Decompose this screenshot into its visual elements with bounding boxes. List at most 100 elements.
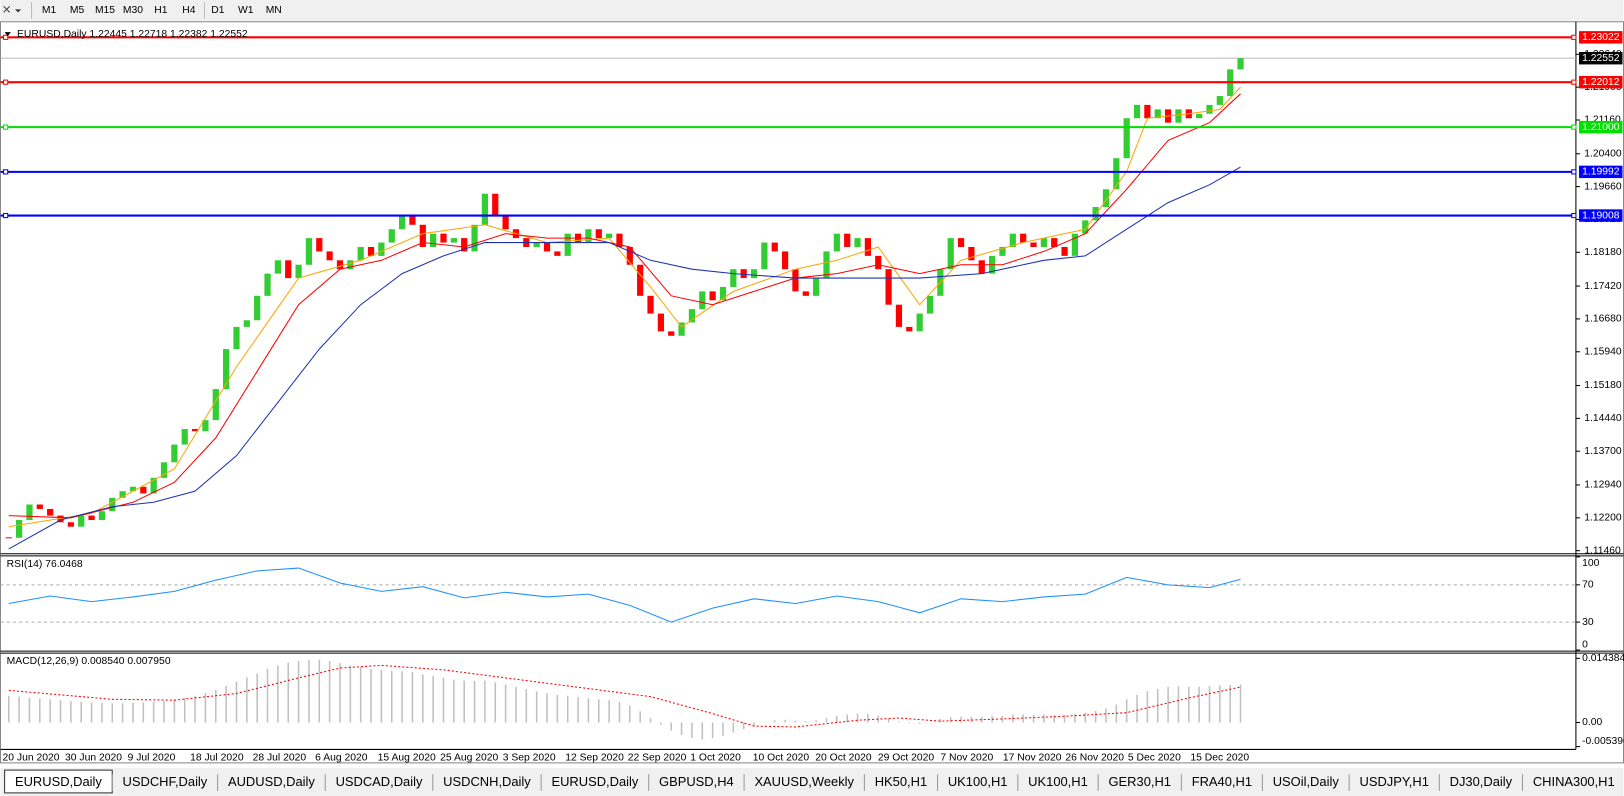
y-tick-label: 70 [1582, 580, 1594, 591]
candle-body [67, 522, 74, 527]
tab-label[interactable]: USDCHF,Daily [123, 774, 208, 789]
tab-label[interactable]: GER30,H1 [1109, 774, 1171, 789]
x-tick-label: 25 Aug 2020 [440, 752, 498, 763]
tab-label[interactable]: DJ30,Daily [1450, 774, 1513, 789]
tab[interactable]: EURUSD,Daily [540, 774, 639, 791]
tab[interactable]: USDJPY,H1 [1348, 774, 1429, 791]
tab[interactable]: USOil,Daily [1261, 774, 1340, 791]
candle-body [564, 233, 571, 256]
candle-body [823, 251, 830, 279]
candle-body [243, 320, 250, 327]
tab[interactable]: GER30,H1 [1097, 774, 1171, 791]
level-handle[interactable] [3, 34, 9, 40]
tab[interactable]: UK100,H1 [1017, 774, 1088, 791]
tab-bar [0, 768, 1624, 796]
y-tick-label: 1.13700 [1584, 446, 1622, 457]
tab[interactable]: HK50,H1 [863, 774, 927, 791]
tab-label[interactable]: FRA40,H1 [1192, 774, 1252, 789]
dropdown-arrow[interactable] [14, 9, 22, 13]
level-handle[interactable] [3, 212, 9, 219]
tab-label[interactable]: AUDUSD,Daily [228, 774, 315, 789]
y-tick-label: 1.18180 [1584, 247, 1622, 258]
y-tick-label: 100 [1582, 558, 1600, 569]
level-handle[interactable] [1571, 169, 1577, 175]
candle-body [1020, 233, 1027, 243]
candle-body [792, 269, 799, 292]
tab-label[interactable]: UK100,H1 [948, 774, 1008, 789]
tab[interactable]: USDCHF,Daily [111, 774, 208, 791]
candle-body [1009, 233, 1016, 247]
level-handle[interactable] [3, 124, 9, 130]
timeframe-button[interactable]: M1 [42, 5, 57, 16]
x-tick-label: 28 Jul 2020 [253, 752, 307, 763]
x-tick-label: 30 Jun 2020 [65, 752, 122, 763]
x-tick-label: 26 Nov 2020 [1065, 752, 1124, 763]
candle-body [543, 242, 551, 252]
tab[interactable]: XAUUSD,Weekly [743, 774, 855, 791]
level-handle[interactable] [1571, 212, 1577, 219]
candle-body [595, 229, 602, 239]
candle-body [119, 491, 126, 498]
timeframe-button[interactable]: D1 [211, 5, 224, 16]
timeframe-button[interactable]: M5 [70, 5, 85, 16]
y-tick-label: 1.12200 [1584, 513, 1622, 524]
level-price-label: 1.21000 [1582, 122, 1620, 133]
tab-label[interactable]: USOil,Daily [1273, 774, 1340, 789]
tab-label[interactable]: USDCAD,Daily [336, 774, 423, 789]
y-tick-label: 1.20400 [1584, 148, 1622, 159]
chart-area [0, 21, 1624, 764]
level-handle[interactable] [1571, 79, 1577, 85]
tab-label[interactable]: USDCNH,Daily [443, 774, 531, 789]
candle-body [802, 291, 809, 296]
tab[interactable]: UK100,H1 [936, 774, 1008, 791]
timeframe-button[interactable]: MN [266, 5, 282, 16]
candle-body [637, 264, 644, 296]
tab[interactable]: USDCNH,Daily [432, 774, 531, 791]
level-handle[interactable] [3, 169, 9, 175]
candle-body [471, 224, 478, 252]
tab-label[interactable]: CHINA300,H1 [1533, 774, 1615, 789]
tab[interactable]: AUDUSD,Daily [217, 774, 316, 791]
tab[interactable]: GBPUSD,H4 [648, 774, 734, 791]
tab[interactable]: FRA40,H1 [1180, 774, 1252, 791]
tab-label[interactable]: GBPUSD,H4 [659, 774, 734, 789]
candle-body [533, 242, 540, 247]
candle-body [740, 269, 747, 279]
x-tick-label: 7 Nov 2020 [940, 752, 993, 763]
tab[interactable]: USDCAD,Daily [324, 774, 423, 791]
candle-body [1061, 246, 1068, 256]
level-price-box [1579, 75, 1623, 89]
candle-body [978, 260, 985, 274]
candle-body [450, 238, 457, 243]
candle-body [1082, 220, 1089, 234]
tab-label[interactable]: HK50,H1 [875, 774, 927, 789]
level-handle[interactable] [1571, 124, 1577, 130]
candle-body [398, 215, 406, 230]
candle-body [771, 242, 778, 252]
level-handle[interactable] [3, 79, 9, 85]
timeframe-button[interactable]: M30 [123, 5, 143, 16]
candle-body [1113, 158, 1120, 190]
candle-body [212, 389, 219, 421]
candle-body [181, 429, 188, 445]
tab[interactable]: EURUSD,Daily [4, 769, 113, 794]
tab[interactable]: CHINA300,H1 [1521, 774, 1615, 791]
tab[interactable]: DJ30,Daily [1438, 774, 1513, 791]
tab-label[interactable]: USDJPY,H1 [1359, 774, 1428, 789]
timeframe-button[interactable]: H1 [154, 5, 167, 16]
candle-body [16, 520, 23, 538]
tab-label[interactable]: XAUUSD,Weekly [754, 774, 854, 789]
level-handle[interactable] [1571, 34, 1577, 40]
timeframe-button[interactable]: W1 [238, 5, 254, 16]
timeframe-button[interactable]: H4 [182, 5, 195, 16]
timeframe-button[interactable]: M15 [95, 5, 115, 16]
tab-label[interactable]: UK100,H1 [1028, 774, 1088, 789]
tab-label[interactable]: EURUSD,Daily [551, 774, 638, 789]
tab-label[interactable]: EURUSD,Daily [15, 774, 102, 789]
y-tick-label: 1.12940 [1584, 480, 1622, 491]
candle-body [668, 331, 675, 336]
candle-body [481, 193, 489, 225]
candle-body [357, 246, 364, 261]
candle-body [554, 251, 561, 256]
